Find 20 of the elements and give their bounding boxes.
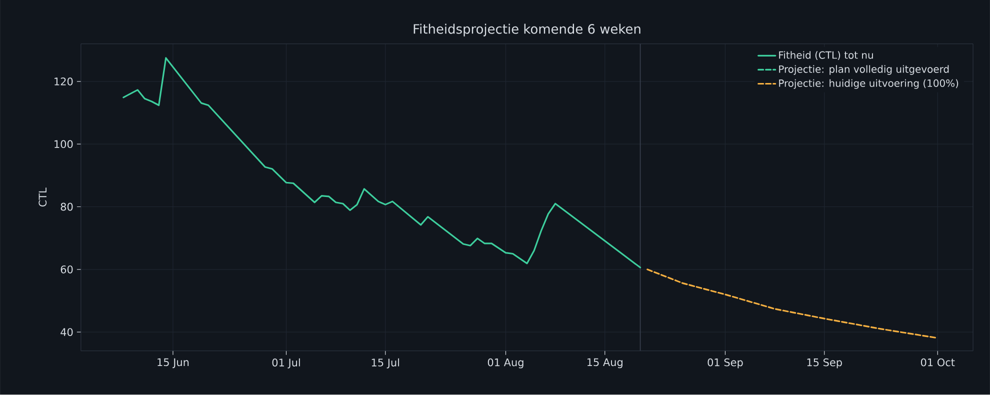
y-tick-label: 40 (60, 328, 73, 336)
y-axis-title: CTL (38, 188, 47, 207)
y-tick-label: 80 (60, 202, 73, 211)
x-tick-label: 15 Sep (807, 358, 842, 368)
y-tick-label: 60 (60, 266, 73, 274)
y-tick-label: 120 (54, 78, 73, 86)
x-tick-label: 15 Jun (158, 358, 189, 368)
y-tick-label: 100 (54, 140, 73, 148)
legend-label: Fitheid (CTL) tot nu (779, 51, 873, 60)
legend-label: Projectie: huidige uitvoering (100%) (779, 79, 958, 90)
line-series (646, 268, 938, 339)
x-tick-label: 01 Jul (272, 358, 300, 369)
x-tick-label: 15 Jul (372, 358, 400, 369)
legend-label: Projectie: plan volledig uitgevoerd (779, 65, 949, 75)
line-series (122, 57, 642, 268)
x-tick-label: 01 Oct (920, 358, 955, 366)
x-tick-label: 01 Aug (488, 358, 524, 368)
x-tick-label: 01 Sep (708, 358, 743, 368)
x-tick-label: 15 Aug (587, 358, 622, 368)
chart-title: Fitheidsprojectie komende 6 weken (414, 24, 640, 36)
